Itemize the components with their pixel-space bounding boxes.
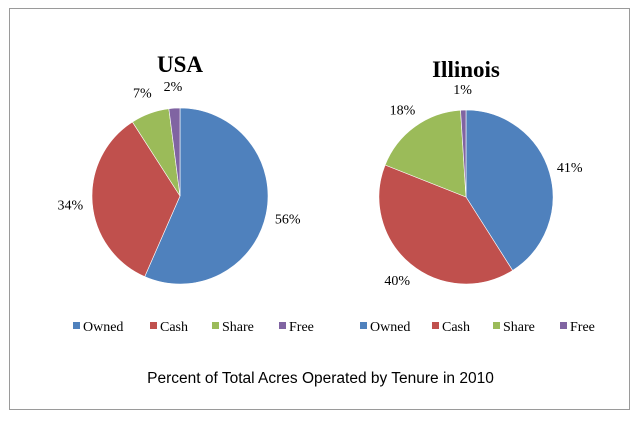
pie-slice-usa-cash [91, 121, 181, 278]
legend-swatch-usa-cash [150, 322, 157, 329]
legend-label-usa-share: Share [222, 320, 254, 335]
pie-slice-illinois-cash [378, 164, 514, 285]
pie-chart-usa: USA 56% 34% 7% 2% Owned Cash Share Free [58, 52, 314, 335]
legend-label-illinois-share: Share [503, 320, 535, 335]
legend-swatch-usa-owned [73, 322, 80, 329]
legend-swatch-illinois-share [493, 322, 500, 329]
legend-swatch-illinois-owned [360, 322, 367, 329]
pie-slice-illinois-free [460, 109, 467, 198]
data-label-illinois-owned: 41% [557, 161, 583, 176]
pie-slice-illinois-owned [465, 109, 554, 271]
data-label-illinois-cash: 40% [384, 274, 410, 289]
legend-swatch-illinois-free [560, 322, 567, 329]
pie-title-usa: USA [157, 52, 203, 77]
data-label-usa-share: 7% [133, 87, 152, 102]
legend-swatch-usa-share [212, 322, 219, 329]
chart-caption: Percent of Total Acres Operated by Tenur… [147, 370, 494, 387]
data-label-usa-free: 2% [164, 80, 183, 95]
legend-label-usa-owned: Owned [83, 320, 123, 335]
legend-label-usa-cash: Cash [160, 320, 188, 335]
data-label-usa-cash: 34% [58, 199, 84, 214]
legend-swatch-usa-free [279, 322, 286, 329]
pie-slice-usa-owned [144, 107, 269, 285]
data-label-illinois-share: 18% [390, 104, 416, 119]
legend-label-illinois-free: Free [570, 320, 595, 335]
legend-label-usa-free: Free [289, 320, 314, 335]
pie-title-illinois: Illinois [432, 57, 500, 82]
legend-swatch-illinois-cash [432, 322, 439, 329]
legend-label-illinois-cash: Cash [442, 320, 470, 335]
pie-chart-illinois: Illinois 41% 40% 18% 1% Owned Cash Share Free [360, 57, 595, 335]
data-label-usa-owned: 56% [275, 213, 301, 228]
pie-slice-illinois-share [384, 109, 467, 198]
data-label-illinois-free: 1% [453, 83, 472, 98]
pie-slice-usa-free [168, 107, 181, 197]
legend-label-illinois-owned: Owned [370, 320, 410, 335]
